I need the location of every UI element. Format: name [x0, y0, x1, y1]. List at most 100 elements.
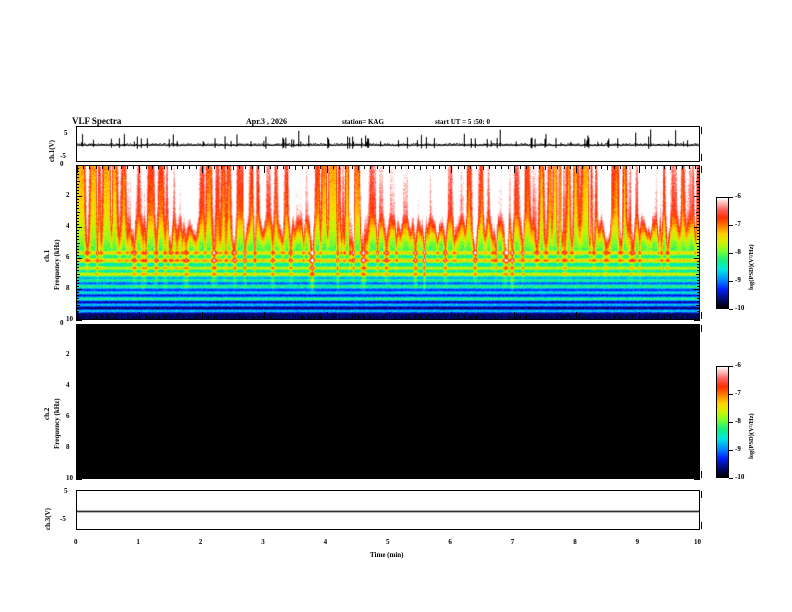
spec-ytick: [76, 373, 79, 375]
ch1-spec-ylabel: Frequency (kHz): [53, 239, 61, 290]
spec-ytick: [76, 410, 79, 412]
spec-ytick: [697, 192, 700, 194]
spec-ytick: [694, 227, 700, 228]
colorbar-tick-label: -7: [735, 389, 741, 397]
xaxis-tick-label: 6: [448, 538, 452, 546]
spec-ytick: [76, 295, 79, 297]
spec-ytick: [697, 466, 700, 468]
spec-ytick: [76, 248, 79, 250]
colorbar-tick: [729, 281, 733, 282]
spec-ytick: [697, 373, 700, 375]
spec-ytick: [76, 307, 79, 309]
spec-ytick: [697, 313, 700, 315]
spec-ytick: [697, 239, 700, 241]
spec-ytick: [697, 171, 700, 173]
spec-ytick: [76, 214, 79, 216]
spec-ytick: [76, 230, 79, 232]
spec-ytick: [76, 267, 79, 269]
spec-ytick: [697, 199, 700, 201]
spec-ytick: [697, 301, 700, 303]
spec-ytick: [76, 254, 79, 256]
colorbar-tick-label: -8: [735, 417, 741, 425]
spec-ytick-label: 8: [66, 284, 70, 292]
spec-ytick: [76, 475, 79, 477]
spec-ytick: [76, 423, 79, 425]
spec-ytick: [697, 333, 700, 335]
spec-ytick: [697, 413, 700, 415]
spec-ytick: [76, 223, 79, 225]
spec-ytick: [697, 392, 700, 394]
spec-ytick: [76, 398, 79, 400]
spec-ytick: [694, 165, 700, 166]
station-label: station= KAG: [342, 118, 384, 126]
spec-ytick: [76, 345, 79, 347]
spec-ytick: [697, 267, 700, 269]
spec-ytick: [696, 370, 700, 372]
colorbar-tick: [729, 422, 733, 423]
spec-ytick: [76, 327, 79, 329]
spec-ytick: [694, 289, 700, 290]
spec-ytick: [697, 214, 700, 216]
spec-ytick: [697, 261, 700, 263]
colorbar-tick-label: -6: [735, 192, 741, 200]
spec-ytick: [697, 460, 700, 462]
spec-ytick: [697, 220, 700, 222]
observation-date: Apr.3 , 2026: [246, 117, 288, 126]
colorbar-tick-label: -8: [735, 248, 741, 256]
spec-ytick-label: 0: [60, 160, 64, 168]
spec-ytick: [76, 177, 79, 179]
spec-ytick: [76, 407, 79, 409]
colorbar-tick: [729, 366, 733, 367]
spec-ytick: [694, 196, 700, 197]
spec-ytick: [76, 273, 80, 275]
spec-ytick: [697, 183, 700, 185]
colorbar-tick-label: -10: [735, 304, 745, 312]
spec-ytick: [76, 208, 79, 210]
spec-ytick: [697, 316, 700, 318]
spec-ytick-label: 10: [66, 315, 73, 323]
spec-ytick: [76, 276, 79, 278]
page-title: VLF Spectra: [72, 116, 122, 126]
spec-ytick: [697, 426, 700, 428]
spec-ytick: [76, 395, 79, 397]
ch2-spectrogram-panel: [76, 324, 702, 479]
spec-ytick: [76, 264, 79, 266]
xaxis-tick-label: 7: [510, 538, 515, 546]
spec-ytick: [697, 358, 700, 360]
spec-ytick: [697, 382, 700, 384]
colorbar-tick-label: -9: [735, 276, 741, 284]
spec-ytick: [76, 285, 79, 287]
spec-ytick: [76, 313, 79, 315]
spec-ytick: [697, 327, 700, 329]
spec-ytick-label: 6: [66, 253, 70, 261]
spec-ytick: [76, 336, 79, 338]
spec-ytick: [76, 466, 79, 468]
spec-ytick: [76, 386, 82, 387]
spec-ytick: [76, 441, 79, 443]
spec-ytick: [697, 236, 700, 238]
spec-ytick: [697, 454, 700, 456]
spec-ytick: [697, 348, 700, 350]
spec-ytick: [76, 370, 80, 372]
spec-ytick: [76, 376, 79, 378]
spec-ytick: [76, 330, 79, 332]
spec-ytick: [697, 189, 700, 191]
spec-ytick: [697, 270, 700, 272]
spec-ytick: [697, 168, 700, 170]
spec-ytick: [76, 417, 82, 418]
xaxis-tick-label: 2: [198, 538, 203, 546]
spec-ytick: [76, 202, 79, 204]
spec-ytick: [697, 174, 700, 176]
spec-ytick: [76, 199, 79, 201]
spec-ytick: [76, 454, 79, 456]
spec-ytick: [76, 389, 79, 391]
spec-ytick: [76, 289, 82, 290]
ch1-colorbar-label: log(PSD)(V²/Hz): [748, 244, 755, 290]
spec-ytick: [697, 398, 700, 400]
colorbar-tick: [729, 478, 733, 479]
spec-ytick: [76, 463, 80, 465]
spec-ytick: [697, 310, 700, 312]
xaxis-tick-label: 9: [635, 538, 640, 546]
spec-ytick: [694, 479, 700, 480]
xaxis-label: Time (min): [370, 551, 404, 559]
